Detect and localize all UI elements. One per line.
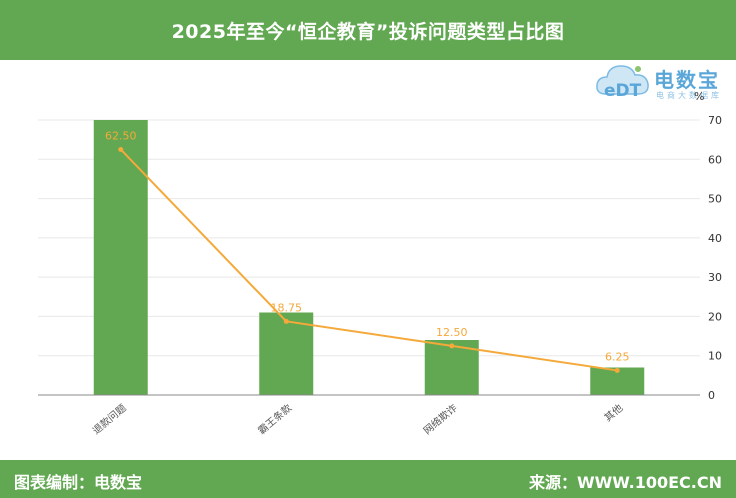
line-point xyxy=(449,343,455,349)
data-label: 6.25 xyxy=(605,350,630,363)
y-tick-label: 10 xyxy=(708,350,722,363)
x-tick-label: 网络欺诈 xyxy=(421,401,460,437)
footer-credit: 图表编制：电数宝 xyxy=(14,473,143,492)
data-label: 62.50 xyxy=(105,129,137,142)
line-series xyxy=(120,148,618,372)
y-axis-unit: % xyxy=(694,90,705,103)
footer-source: 来源：WWW.100EC.CN xyxy=(528,473,722,492)
cloud-logo-icon: eDT xyxy=(596,65,649,101)
y-tick-label: 30 xyxy=(708,271,722,284)
brand-logo: eDT 电数宝 电商大数据库 xyxy=(594,60,736,106)
x-tick-label: 退款问题 xyxy=(90,401,129,437)
data-label: 18.75 xyxy=(271,301,303,314)
chart-title: 2025年至今“恒企教育”投诉问题类型占比图 xyxy=(171,20,565,43)
line-point xyxy=(614,367,620,373)
chart-footer: 图表编制：电数宝 来源：WWW.100EC.CN xyxy=(0,460,736,498)
y-tick-label: 70 xyxy=(708,114,722,127)
logo-name: 电数宝 xyxy=(654,68,720,92)
x-tick-label: 其他 xyxy=(602,401,626,424)
x-tick-label: 霸王条款 xyxy=(255,401,294,437)
bar-line-chart: 0 10 20 30 40 50 60 70 退款问题 霸王条款 网络欺诈 其他 62.50 18.75 1… xyxy=(38,114,722,437)
bar xyxy=(259,312,314,395)
y-tick-label: 50 xyxy=(708,193,722,206)
y-tick-label: 60 xyxy=(708,153,722,166)
logo-mark-text: eDT xyxy=(604,81,642,101)
y-tick-label: 40 xyxy=(708,232,722,245)
y-tick-label: 0 xyxy=(708,389,715,402)
line-point xyxy=(118,146,124,152)
data-label: 12.50 xyxy=(436,326,468,339)
line-point xyxy=(283,318,289,324)
chart-header: 2025年至今“恒企教育”投诉问题类型占比图 xyxy=(0,0,736,60)
bar xyxy=(93,120,148,395)
y-tick-label: 20 xyxy=(708,310,722,323)
logo-subtitle: 电商大数据库 xyxy=(656,91,722,100)
